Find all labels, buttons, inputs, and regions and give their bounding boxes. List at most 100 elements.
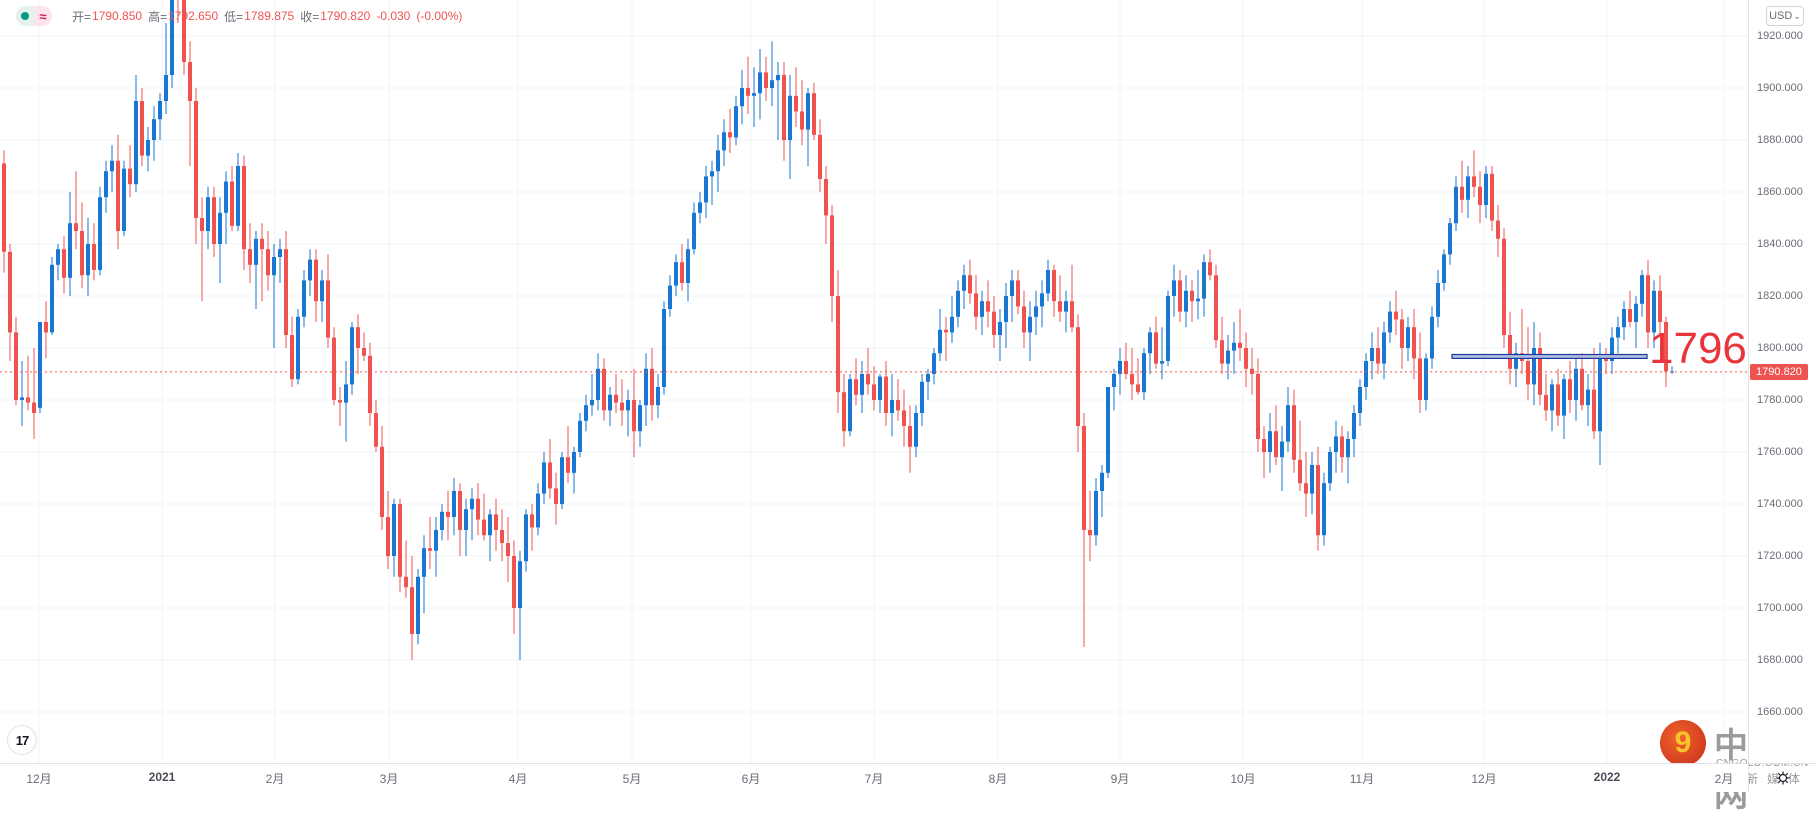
candle[interactable]: [1472, 150, 1476, 198]
candle[interactable]: [704, 166, 708, 218]
candle[interactable]: [890, 374, 894, 437]
candle[interactable]: [548, 439, 552, 499]
candle[interactable]: [710, 160, 714, 205]
candle[interactable]: [920, 374, 924, 426]
candle[interactable]: [1196, 270, 1200, 320]
candle[interactable]: [110, 145, 114, 192]
candle[interactable]: [950, 296, 954, 343]
candle[interactable]: [770, 41, 774, 107]
candle[interactable]: [926, 368, 930, 400]
candle[interactable]: [14, 316, 18, 406]
candle[interactable]: [1544, 374, 1548, 421]
candle[interactable]: [1130, 348, 1134, 400]
candle[interactable]: [1298, 420, 1302, 491]
candle[interactable]: [1454, 176, 1458, 231]
candle[interactable]: [74, 171, 78, 250]
candle[interactable]: [1310, 452, 1314, 515]
candle[interactable]: [248, 223, 252, 283]
candle[interactable]: [1208, 249, 1212, 281]
candle[interactable]: [380, 426, 384, 530]
candle[interactable]: [1322, 472, 1326, 546]
candle[interactable]: [1022, 290, 1026, 348]
candle[interactable]: [1016, 270, 1020, 315]
candle[interactable]: [80, 202, 84, 289]
candle[interactable]: [506, 517, 510, 582]
candle[interactable]: [320, 270, 324, 322]
tradingview-logo[interactable]: 17: [7, 725, 37, 755]
candle[interactable]: [1496, 205, 1500, 257]
candle[interactable]: [1436, 270, 1440, 328]
candle[interactable]: [1316, 446, 1320, 551]
candle[interactable]: [170, 0, 174, 88]
candle[interactable]: [254, 231, 258, 309]
candle[interactable]: [176, 0, 180, 23]
candle[interactable]: [848, 374, 852, 437]
candle[interactable]: [938, 309, 942, 361]
candle[interactable]: [656, 374, 660, 419]
candle[interactable]: [668, 275, 672, 317]
currency-selector[interactable]: USD⌄: [1766, 6, 1804, 26]
candle[interactable]: [152, 106, 156, 161]
candle[interactable]: [650, 348, 654, 421]
candle[interactable]: [1184, 275, 1188, 328]
candle[interactable]: [1658, 275, 1662, 335]
candle[interactable]: [1274, 405, 1278, 465]
candle[interactable]: [1550, 379, 1554, 432]
candle[interactable]: [1352, 405, 1356, 458]
candle[interactable]: [68, 192, 72, 296]
candle[interactable]: [1202, 254, 1206, 317]
candle[interactable]: [440, 504, 444, 541]
candle[interactable]: [722, 119, 726, 166]
candle[interactable]: [1238, 309, 1242, 361]
candle[interactable]: [404, 540, 408, 598]
candle[interactable]: [122, 160, 126, 237]
candle[interactable]: [236, 153, 240, 231]
candle[interactable]: [1652, 280, 1656, 348]
candle[interactable]: [44, 301, 48, 359]
candle[interactable]: [230, 166, 234, 231]
candle[interactable]: [1520, 309, 1524, 374]
candle[interactable]: [284, 231, 288, 348]
candle[interactable]: [206, 186, 210, 250]
candle[interactable]: [446, 491, 450, 541]
candle[interactable]: [698, 192, 702, 224]
candle[interactable]: [1580, 353, 1584, 411]
candle[interactable]: [428, 517, 432, 569]
candle[interactable]: [872, 366, 876, 411]
candle[interactable]: [638, 400, 642, 447]
candle[interactable]: [32, 348, 36, 439]
candle[interactable]: [902, 389, 906, 447]
candle[interactable]: [998, 309, 1002, 361]
candle[interactable]: [1634, 296, 1638, 348]
candle[interactable]: [1646, 259, 1650, 348]
candle[interactable]: [1220, 316, 1224, 374]
candle[interactable]: [1394, 290, 1398, 335]
candle[interactable]: [512, 540, 516, 634]
candle[interactable]: [1508, 311, 1512, 385]
candle[interactable]: [680, 244, 684, 291]
candle[interactable]: [914, 405, 918, 458]
candle[interactable]: [200, 197, 204, 302]
candle[interactable]: [824, 166, 828, 244]
candle[interactable]: [536, 483, 540, 536]
candle[interactable]: [1532, 322, 1536, 406]
candle[interactable]: [1124, 342, 1128, 380]
candle[interactable]: [1172, 264, 1176, 317]
candle[interactable]: [908, 405, 912, 473]
candle[interactable]: [332, 327, 336, 406]
settings-gear-icon[interactable]: [1776, 771, 1790, 785]
candle[interactable]: [1370, 332, 1374, 380]
candle[interactable]: [614, 374, 618, 413]
candle[interactable]: [1262, 426, 1266, 478]
candle[interactable]: [692, 202, 696, 255]
candle[interactable]: [1478, 171, 1482, 224]
candle[interactable]: [866, 348, 870, 395]
candle[interactable]: [260, 223, 264, 302]
candle[interactable]: [1064, 290, 1068, 333]
candle[interactable]: [1556, 368, 1560, 426]
candle[interactable]: [1460, 160, 1464, 213]
candle[interactable]: [356, 314, 360, 374]
candle[interactable]: [602, 358, 606, 421]
candle[interactable]: [56, 244, 60, 281]
